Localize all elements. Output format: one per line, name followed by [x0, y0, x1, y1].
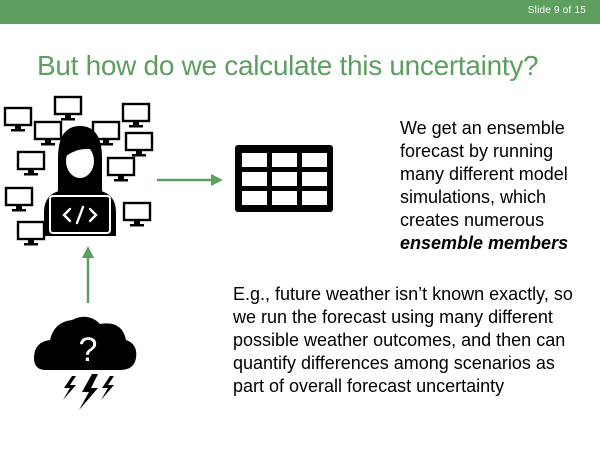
monitor-icon — [16, 150, 46, 176]
question-mark: ? — [79, 331, 98, 369]
weather-example: E.g., future weather isn’t known exactly… — [233, 284, 573, 396]
monitor-icon — [124, 131, 154, 157]
code-icon — [62, 205, 98, 225]
monitor-icon — [33, 120, 63, 146]
slide-number: Slide 9 of 15 — [527, 5, 586, 16]
ensemble-description: We get an ensemble forecast by running m… — [400, 117, 590, 255]
monitor-icon — [16, 220, 46, 246]
monitor-icon — [106, 156, 136, 182]
arrow-right-icon — [157, 174, 223, 186]
monitor-icon — [3, 106, 33, 132]
lightning-icon — [63, 374, 114, 410]
slide-title: But how do we calculate this uncertainty… — [37, 50, 539, 81]
table-grid-icon — [235, 145, 333, 212]
header-bar: Slide 9 of 15 — [0, 0, 600, 24]
monitors-group — [3, 95, 154, 246]
monitor-icon — [53, 95, 83, 121]
ensemble-members-emphasis: ensemble members — [400, 233, 569, 253]
storm-cloud-icon — [34, 316, 137, 370]
monitor-icon — [122, 201, 152, 227]
ensemble-text: We get an ensemble forecast by running m… — [400, 118, 568, 230]
arrow-up-icon — [82, 246, 94, 303]
monitor-icon — [4, 186, 34, 212]
monitor-icon — [121, 102, 151, 128]
